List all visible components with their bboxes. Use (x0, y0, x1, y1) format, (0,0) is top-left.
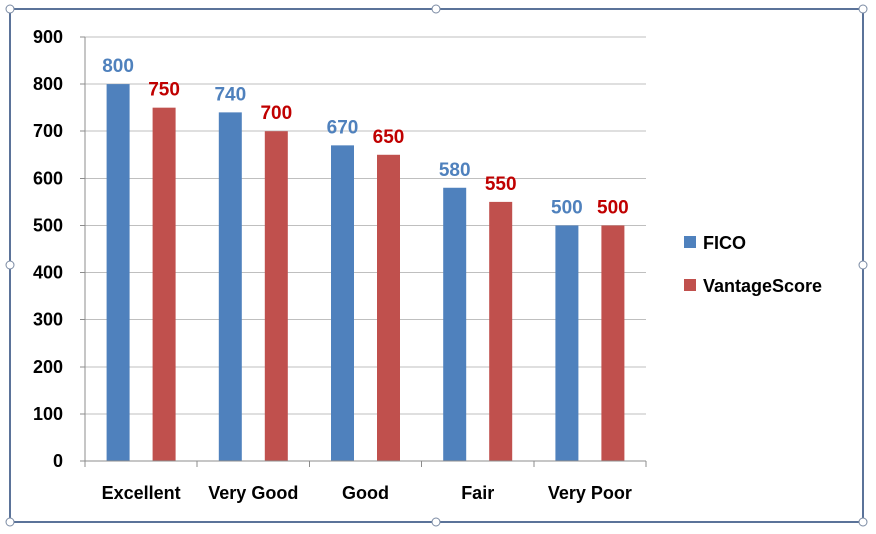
x-tick-label: Very Poor (548, 483, 632, 503)
data-label-fico: 800 (102, 56, 134, 77)
chart-frame (9, 8, 864, 523)
data-label-vantagescore: 500 (597, 197, 629, 218)
legend-label-vantagescore: VantageScore (703, 276, 822, 296)
y-tick-label: 800 (33, 74, 63, 94)
data-label-vantagescore: 700 (260, 103, 292, 124)
y-tick-label: 200 (33, 357, 63, 377)
bar-vantagescore-4 (601, 225, 625, 461)
x-tick-label: Fair (461, 483, 494, 503)
resize-handle-4[interactable] (858, 260, 868, 270)
y-tick-label: 600 (33, 168, 63, 188)
resize-handle-1[interactable] (431, 4, 441, 14)
bars (106, 84, 625, 462)
legend-swatch-fico (684, 236, 696, 248)
legend-label-fico: FICO (703, 233, 746, 253)
resize-handle-3[interactable] (5, 260, 15, 270)
bar-vantagescore-3 (489, 201, 513, 461)
bar-fico-1 (218, 112, 242, 461)
y-tick-label: 900 (33, 27, 63, 47)
y-tick-label: 100 (33, 404, 63, 424)
x-tick-label: Excellent (102, 483, 181, 503)
data-label-vantagescore: 550 (485, 174, 517, 195)
bar-fico-2 (331, 145, 354, 461)
bar-fico-4 (555, 225, 579, 461)
data-label-vantagescore: 750 (148, 80, 180, 101)
x-tick-label: Good (342, 483, 389, 503)
data-label-vantagescore: 650 (373, 127, 405, 148)
y-tick-label: 300 (33, 310, 63, 330)
data-label-fico: 670 (327, 117, 359, 138)
labels: 0 100 200 300 400 500 600 700 800 900 800 750 Excell… (33, 27, 632, 503)
resize-handle-5[interactable] (5, 517, 15, 527)
y-tick-label: 700 (33, 121, 63, 141)
bar-fico-0 (106, 84, 130, 461)
resize-handle-7[interactable] (858, 517, 868, 527)
legend-swatch-vantagescore (684, 279, 696, 291)
x-tick-label: Very Good (208, 483, 298, 503)
resize-handle-6[interactable] (431, 517, 441, 527)
y-tick-label: 0 (53, 451, 63, 471)
resize-handle-0[interactable] (5, 4, 15, 14)
axes (80, 36, 647, 467)
bar-vantagescore-1 (264, 131, 288, 461)
gridlines (85, 36, 646, 415)
resize-handle-2[interactable] (858, 4, 868, 14)
y-tick-label: 500 (33, 215, 63, 235)
bar-vantagescore-2 (377, 154, 400, 461)
y-tick-label: 400 (33, 263, 63, 283)
bar-fico-3 (443, 187, 467, 461)
selection-handles (5, 4, 868, 527)
data-label-fico: 500 (551, 197, 583, 218)
data-label-fico: 740 (214, 84, 246, 105)
bar-vantagescore-0 (152, 107, 176, 462)
legend: FICO VantageScore (684, 233, 822, 296)
data-label-fico: 580 (439, 160, 471, 181)
